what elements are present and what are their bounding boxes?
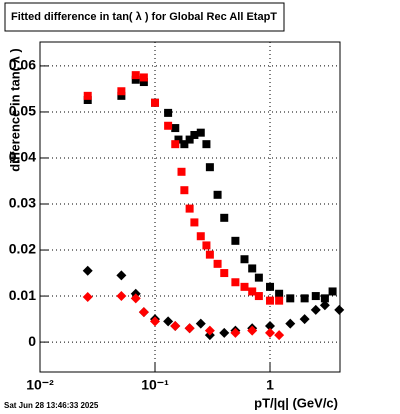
diamond-marker — [230, 327, 241, 338]
x-tick-label: 10⁻¹ — [141, 377, 169, 393]
square-marker — [117, 91, 126, 100]
square-marker — [275, 296, 284, 305]
square-marker — [190, 218, 199, 227]
square-marker — [190, 130, 199, 139]
diamond-marker — [299, 314, 310, 325]
y-axis-label: difference in tan( λ ) — [7, 48, 22, 172]
x-axis-label: pT/|q| (GeV/c) — [254, 395, 338, 410]
diamond-marker — [265, 327, 276, 338]
square-marker — [300, 294, 309, 303]
square-marker — [171, 140, 180, 149]
square-marker — [180, 186, 189, 195]
square-marker — [185, 135, 194, 144]
diamond-marker — [219, 327, 230, 338]
square-marker — [202, 140, 211, 149]
square-marker — [248, 287, 257, 296]
square-marker — [320, 294, 329, 303]
square-marker — [83, 95, 92, 104]
chart-title: Fitted difference in tan( λ ) for Global… — [11, 11, 277, 23]
square-marker — [240, 282, 249, 291]
diamond-marker — [116, 270, 127, 281]
square-marker — [213, 259, 222, 268]
diamond-marker — [334, 304, 345, 315]
diamond-marker — [310, 304, 321, 315]
diamond-marker — [247, 325, 258, 336]
diamond-marker — [82, 265, 93, 276]
square-marker — [213, 190, 222, 199]
y-tick-label: 0.03 — [9, 195, 36, 211]
y-tick-label: 0.05 — [9, 103, 36, 119]
x-tick-label: 1 — [266, 377, 274, 393]
diamond-marker — [163, 316, 174, 327]
square-marker — [185, 204, 194, 213]
square-marker — [205, 163, 214, 172]
square-marker — [275, 289, 284, 298]
diamond-marker — [319, 300, 330, 311]
square-marker — [286, 294, 295, 303]
square-marker — [202, 241, 211, 250]
square-marker — [151, 98, 160, 107]
square-marker — [139, 78, 148, 87]
square-marker — [254, 273, 263, 282]
y-tick-label: 0.04 — [9, 149, 36, 165]
y-tick-label: 0 — [28, 333, 36, 349]
square-marker — [328, 287, 337, 296]
diamond-marker — [204, 325, 215, 336]
square-marker — [139, 73, 148, 82]
diamond-marker — [285, 318, 296, 329]
diamond-marker — [150, 316, 161, 327]
square-marker — [171, 124, 180, 133]
square-marker — [231, 278, 240, 287]
x-tick-label: 10⁻² — [26, 377, 54, 393]
square-marker — [180, 140, 189, 149]
y-tick-label: 0.02 — [9, 241, 36, 257]
diamond-marker — [130, 293, 141, 304]
square-marker — [164, 121, 173, 130]
square-marker — [131, 75, 140, 84]
diamond-marker — [265, 320, 276, 331]
diamond-marker — [195, 318, 206, 329]
square-marker — [196, 232, 205, 241]
square-marker — [174, 135, 183, 144]
y-tick-label: 0.06 — [9, 57, 36, 73]
square-marker — [231, 236, 240, 245]
square-marker — [248, 264, 257, 273]
square-marker — [205, 250, 214, 259]
square-marker — [266, 282, 275, 291]
y-tick-label: 0.01 — [9, 287, 36, 303]
frame — [39, 41, 341, 373]
diamond-marker — [82, 291, 93, 302]
square-marker — [131, 71, 140, 80]
diamond-marker — [184, 323, 195, 334]
square-marker — [266, 296, 275, 305]
square-marker — [164, 108, 173, 117]
square-marker — [254, 292, 263, 301]
diamond-marker — [170, 320, 181, 331]
square-marker — [117, 87, 126, 96]
square-marker — [240, 255, 249, 264]
diamond-marker — [138, 307, 149, 318]
diamond-marker — [116, 291, 127, 302]
date: Sat Jun 28 13:46:33 2025 — [4, 401, 99, 410]
square-marker — [220, 269, 229, 278]
square-marker — [177, 167, 186, 176]
square-marker — [311, 292, 320, 301]
square-marker — [83, 91, 92, 100]
title-box — [4, 2, 285, 32]
square-marker — [220, 213, 229, 222]
square-marker — [196, 128, 205, 137]
diamond-marker — [274, 330, 285, 341]
